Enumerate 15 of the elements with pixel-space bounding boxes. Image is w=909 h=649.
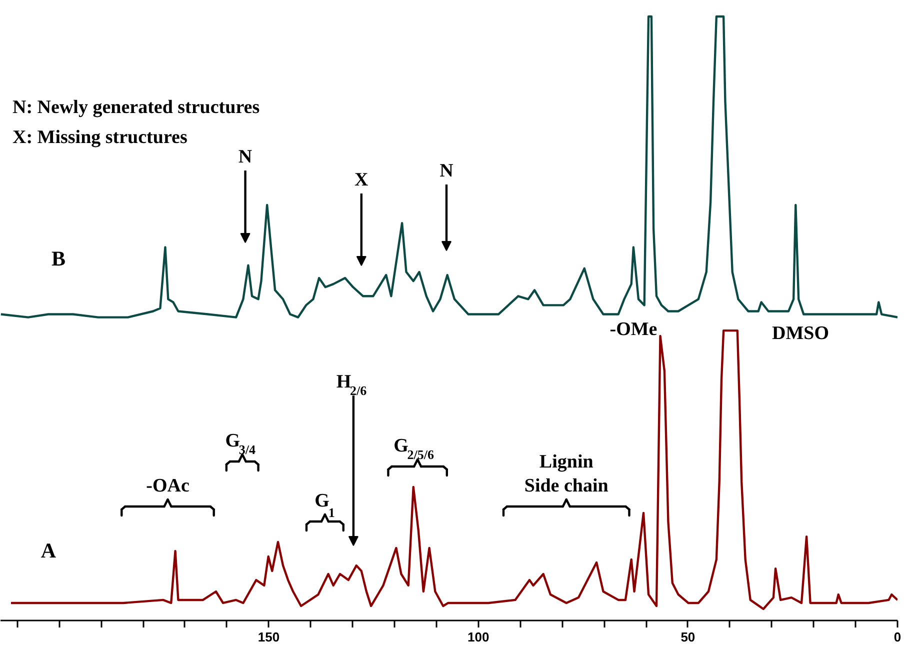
annotation: X: Missing structures bbox=[12, 127, 188, 148]
series-label: A bbox=[40, 538, 57, 562]
annotation: N bbox=[440, 160, 454, 182]
annotation: -OMe bbox=[610, 319, 658, 340]
annotation: DMSO bbox=[772, 323, 829, 344]
annotation: Lignin Side chain bbox=[524, 451, 609, 496]
x-tick-label: 150 bbox=[258, 630, 280, 644]
text: B bbox=[51, 246, 66, 270]
x-tick-label: 50 bbox=[680, 630, 696, 644]
x-tick-label: 100 bbox=[467, 630, 490, 644]
annotation: N bbox=[238, 146, 252, 168]
annotation: N: Newly generated structures bbox=[12, 97, 260, 118]
annotation: -OAc bbox=[146, 476, 190, 496]
annotation: X bbox=[354, 170, 369, 190]
x-tick-label: 0 bbox=[894, 630, 902, 644]
